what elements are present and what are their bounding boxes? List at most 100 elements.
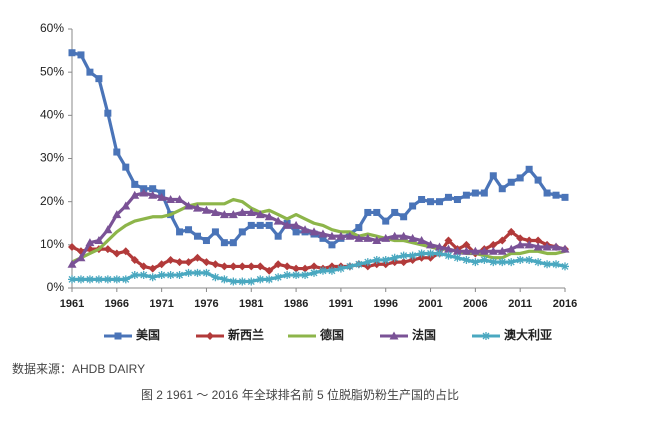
data-point — [67, 259, 77, 268]
data-point — [417, 236, 427, 245]
data-point — [498, 185, 506, 193]
data-point — [533, 242, 543, 251]
data-point — [184, 268, 193, 277]
data-point — [103, 275, 112, 284]
data-point — [68, 49, 76, 57]
data-point — [515, 240, 525, 249]
data-point — [85, 238, 95, 247]
data-point — [139, 271, 148, 280]
data-point — [238, 262, 247, 271]
data-point — [444, 236, 453, 245]
legend-label: 澳大利亚 — [504, 327, 552, 342]
data-point — [408, 251, 417, 260]
data-point — [390, 231, 400, 240]
data-point — [561, 193, 569, 201]
data-point — [524, 240, 534, 249]
data-point — [364, 208, 372, 216]
data-point — [543, 189, 551, 197]
data-point — [443, 244, 453, 253]
data-point — [255, 210, 265, 219]
data-point — [175, 195, 185, 204]
data-point — [211, 273, 220, 282]
data-point — [301, 264, 310, 273]
data-point — [94, 275, 103, 284]
data-point — [274, 260, 283, 269]
data-point — [104, 109, 112, 117]
data-point — [471, 189, 479, 197]
data-point — [310, 262, 319, 271]
data-point — [516, 255, 525, 264]
data-point — [68, 275, 76, 284]
data-point — [471, 258, 480, 267]
data-point — [247, 221, 255, 229]
data-point — [489, 240, 498, 249]
data-point — [336, 231, 346, 240]
data-point — [149, 185, 157, 193]
data-point — [202, 237, 210, 245]
data-point — [95, 75, 103, 83]
data-point — [283, 271, 292, 280]
data-point — [409, 202, 417, 210]
data-point — [94, 236, 104, 245]
data-point — [461, 246, 471, 255]
data-point — [112, 275, 121, 284]
data-point — [489, 258, 498, 267]
data-point — [507, 178, 515, 186]
data-point — [525, 165, 533, 173]
data-point — [130, 255, 139, 264]
data-point — [121, 275, 130, 284]
data-point — [264, 212, 274, 221]
data-point — [265, 275, 274, 284]
data-point — [372, 236, 382, 245]
data-point — [318, 229, 328, 238]
y-tick-label: 50% — [40, 64, 64, 78]
data-point — [211, 260, 220, 269]
legend-label: 美国 — [136, 327, 160, 342]
data-point — [76, 253, 86, 262]
data-point — [363, 233, 373, 242]
data-point — [139, 188, 149, 197]
data-point — [310, 268, 319, 277]
data-point — [68, 242, 76, 251]
data-point — [470, 246, 480, 255]
data-point — [256, 221, 264, 229]
x-tick-label: 1961 — [60, 298, 84, 310]
data-point — [363, 258, 372, 267]
x-tick-label: 1986 — [284, 298, 308, 310]
data-point — [256, 262, 265, 271]
data-point — [516, 234, 525, 243]
data-point — [229, 239, 237, 247]
data-point — [552, 191, 560, 199]
data-point — [77, 51, 85, 59]
data-point — [399, 251, 408, 260]
data-point — [427, 198, 435, 206]
data-point — [201, 205, 211, 214]
data-point — [453, 253, 462, 262]
data-point — [426, 240, 436, 249]
x-tick-label: 1981 — [239, 298, 263, 310]
data-point — [381, 233, 391, 242]
data-point — [292, 228, 300, 236]
data-point — [148, 190, 158, 199]
data-point — [292, 271, 301, 280]
data-point — [292, 264, 301, 273]
data-point — [157, 271, 166, 280]
data-point — [238, 228, 246, 236]
data-point — [219, 210, 229, 219]
data-point — [561, 262, 569, 271]
data-point — [130, 271, 139, 280]
data-point — [112, 210, 122, 219]
y-tick-label: 0% — [47, 280, 65, 294]
data-point — [435, 242, 445, 251]
data-point — [274, 232, 282, 240]
data-point — [210, 207, 220, 216]
x-tick-label: 1996 — [373, 298, 397, 310]
data-point — [543, 260, 552, 269]
legend-marker — [206, 332, 214, 340]
data-point — [184, 201, 194, 210]
data-point — [291, 220, 301, 229]
data-point — [542, 242, 552, 251]
data-point — [399, 258, 408, 267]
data-point — [417, 249, 426, 258]
data-point — [220, 275, 229, 284]
